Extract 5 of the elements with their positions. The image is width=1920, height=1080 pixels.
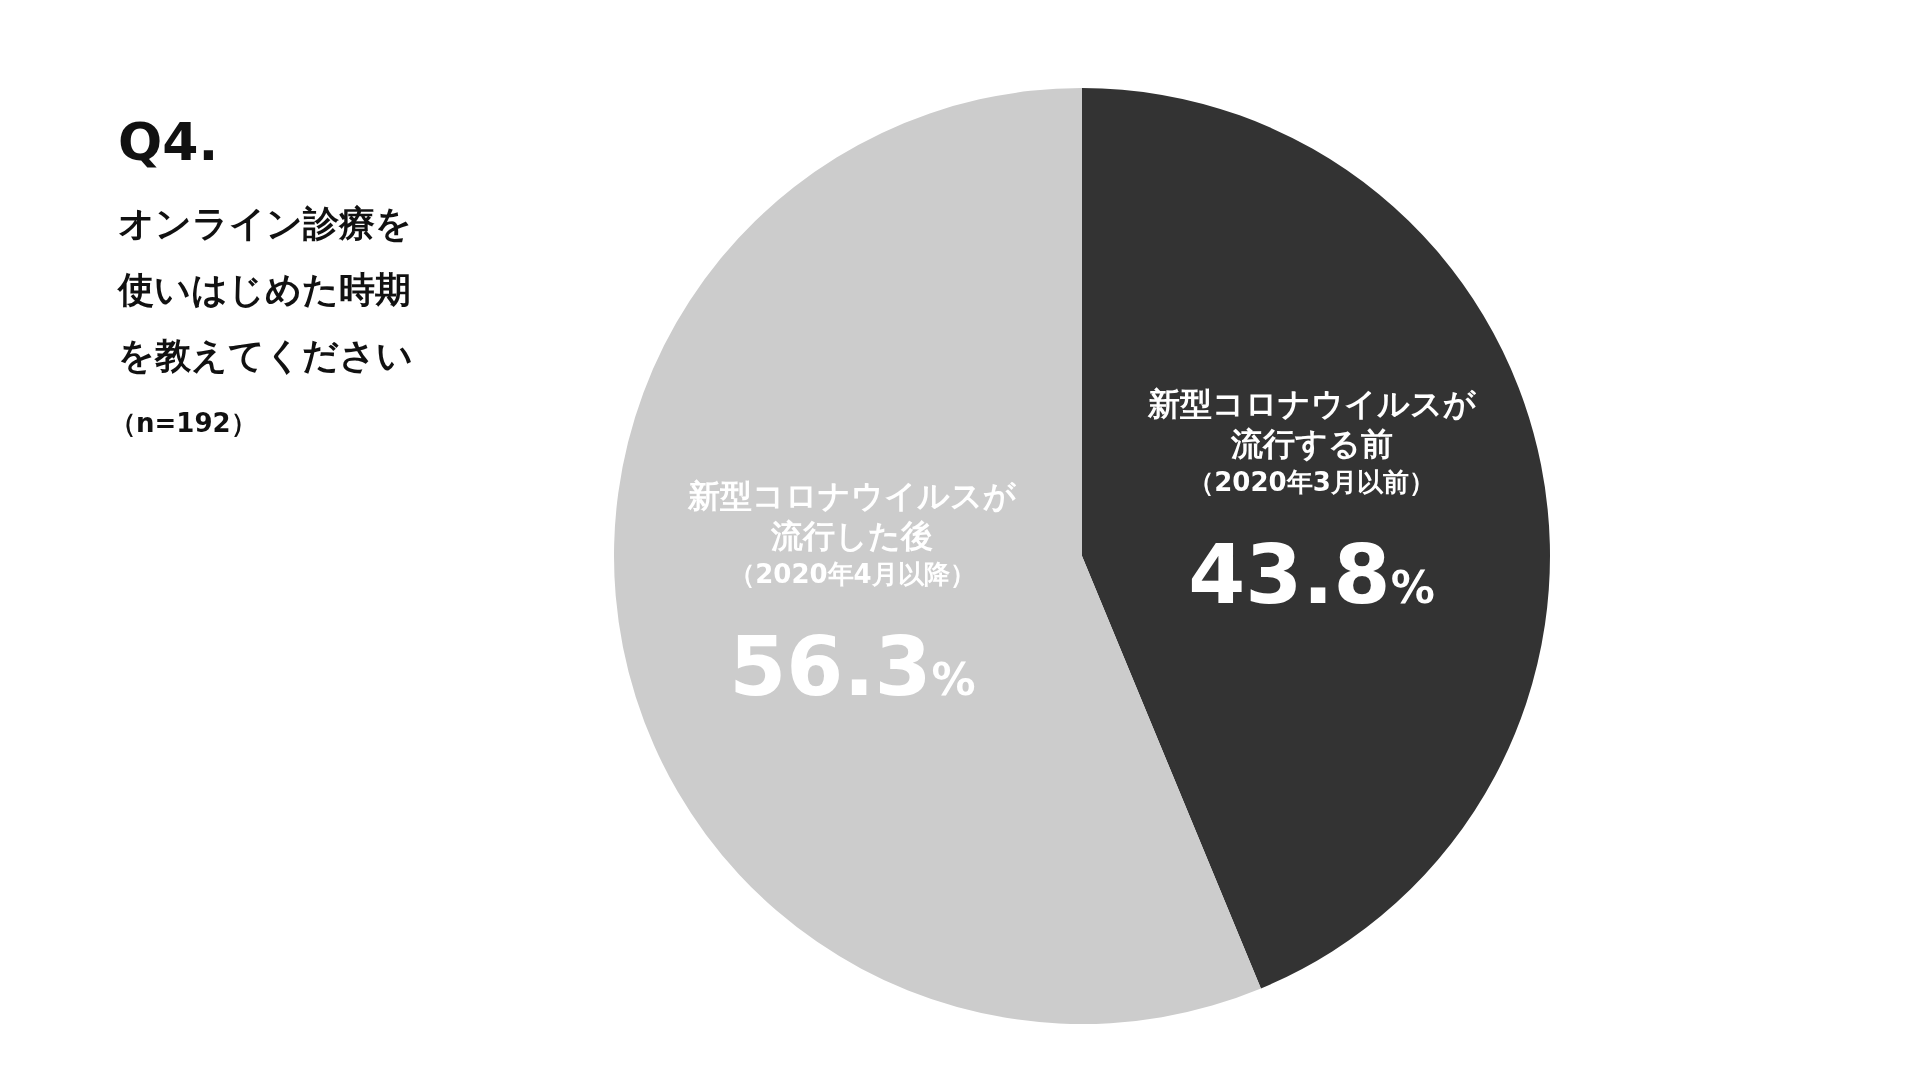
data-label: 43.8% xyxy=(1188,527,1435,623)
text: オンライン診療を使いはじめた時期を教えてください xyxy=(116,203,413,376)
text: Q4. xyxy=(118,112,219,172)
text: （n=192） xyxy=(110,408,257,438)
slice-label: 新型コロナウイルスが流行する前（2020年3月以前） xyxy=(1146,385,1477,498)
